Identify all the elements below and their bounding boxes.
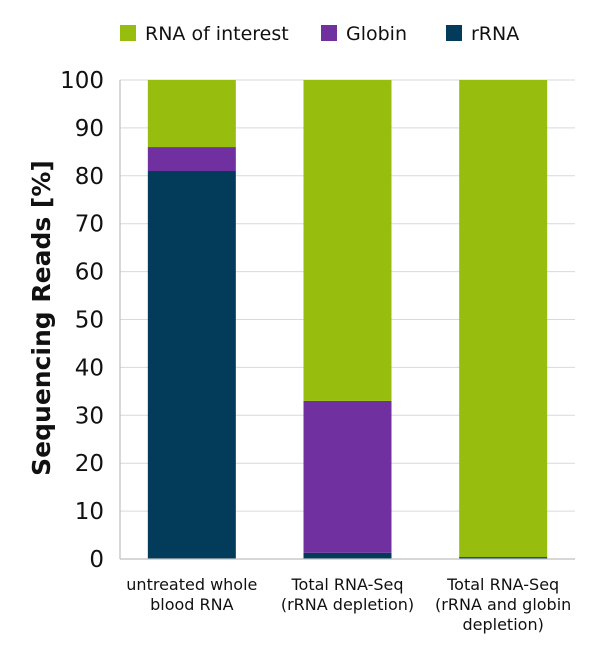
legend-swatch-globin <box>321 25 337 41</box>
category-label: Total RNA-Seq (rRNA depletion) <box>281 575 414 614</box>
y-tick-label: 50 <box>75 308 104 334</box>
legend-swatch-rrna <box>446 25 462 41</box>
y-tick-label: 60 <box>75 260 104 286</box>
y-tick-labels: 0 10 20 30 40 50 60 70 80 90 100 <box>60 68 104 573</box>
bar-segment-rna-of-interest <box>303 80 392 401</box>
category-label: Total RNA-Seq (rRNA and globin depletion) <box>435 575 571 634</box>
y-tick-label: 0 <box>89 547 104 573</box>
bars <box>147 80 548 559</box>
legend-label-rna-of-interest: RNA of interest <box>145 23 289 45</box>
axes <box>119 80 575 560</box>
legend-swatch-rna-of-interest <box>120 25 136 41</box>
y-tick-label: 70 <box>75 212 104 238</box>
category-label: untreated whole blood RNA <box>126 575 257 614</box>
bar-segment-rna-of-interest <box>459 80 548 558</box>
y-tick-label: 90 <box>75 116 104 142</box>
y-axis-title: Sequencing Reads [%] <box>27 160 56 476</box>
y-tick-label: 20 <box>75 451 104 477</box>
bar-segment-rrna <box>147 171 236 559</box>
legend-label-rrna: rRNA <box>471 23 519 45</box>
y-tick-label: 30 <box>75 403 104 429</box>
bar-segment-globin <box>303 400 392 553</box>
y-tick-label: 80 <box>75 164 104 190</box>
bar-segment-rna-of-interest <box>147 80 236 148</box>
y-tick-label: 100 <box>60 68 104 94</box>
bar-segment-globin <box>147 147 236 172</box>
legend: RNA of interest Globin rRNA <box>120 23 519 45</box>
y-tick-label: 10 <box>75 499 104 525</box>
y-tick-label: 40 <box>75 355 104 381</box>
bar-segment-rrna <box>303 552 392 559</box>
legend-label-globin: Globin <box>346 23 407 45</box>
bar-segment-rrna <box>459 557 548 559</box>
category-labels: untreated whole blood RNA Total RNA-Seq (rR… <box>126 575 571 634</box>
